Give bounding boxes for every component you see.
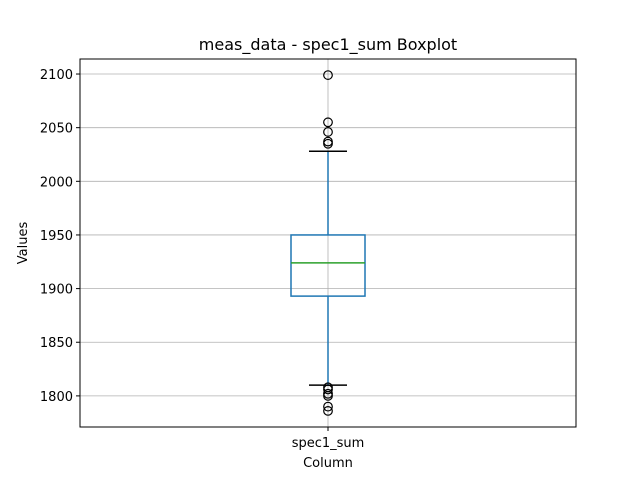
- outlier-point: [323, 117, 333, 128]
- y-axis-title: Values: [16, 222, 31, 265]
- y-axis-ticks: 1800 1850 1900 1950 2000 2050 2100: [40, 68, 80, 405]
- x-axis-title: Column: [303, 456, 353, 471]
- outlier-point: [323, 390, 333, 401]
- y-tick-label: 1800: [40, 390, 73, 405]
- outlier-point: [323, 138, 333, 149]
- y-tick-label: 1850: [40, 336, 73, 351]
- outlier-point: [323, 406, 333, 416]
- y-tick-label: 1900: [40, 283, 73, 298]
- chart-title: meas_data - spec1_sum Boxplot: [199, 35, 457, 55]
- outlier-point: [323, 401, 333, 412]
- outlier-point: [323, 127, 333, 137]
- outlier-point: [323, 384, 333, 395]
- y-tick-label: 1950: [40, 229, 73, 244]
- x-axis-ticks: spec1_sum: [292, 427, 365, 451]
- x-tick-label: spec1_sum: [292, 436, 365, 451]
- y-tick-label: 2000: [40, 175, 73, 190]
- iqr-box: [290, 234, 366, 297]
- y-tick-label: 2050: [40, 122, 73, 137]
- y-tick-label: 2100: [40, 68, 73, 83]
- plot-area-frame: [79, 58, 577, 428]
- box-series: [290, 150, 366, 386]
- outlier-point: [323, 70, 333, 80]
- outlier-points: [323, 70, 333, 416]
